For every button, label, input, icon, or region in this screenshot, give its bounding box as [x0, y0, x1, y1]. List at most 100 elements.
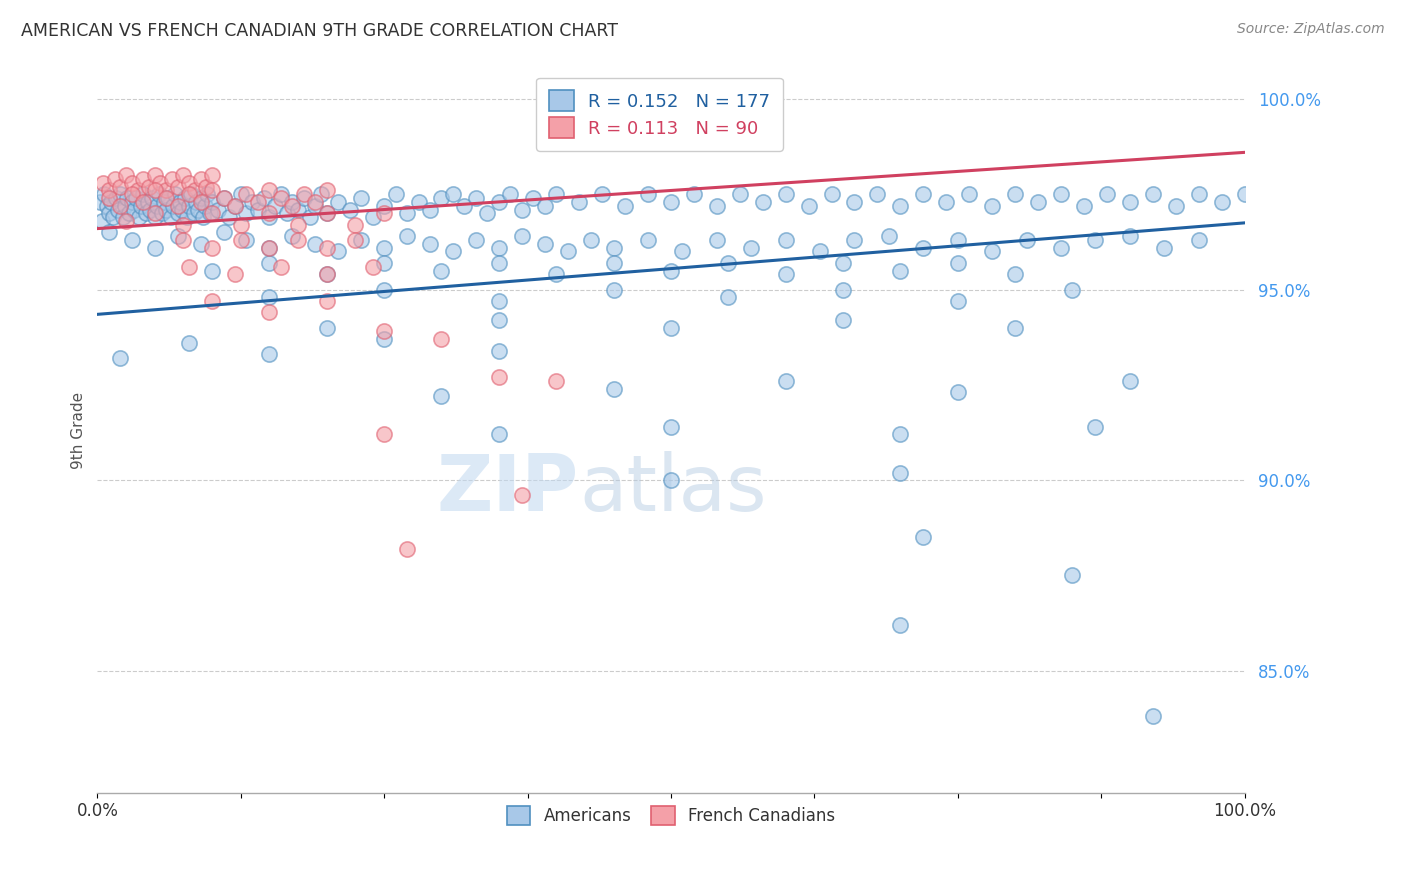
- Point: [138, 179, 160, 194]
- Text: ZIP: ZIP: [437, 450, 579, 526]
- Point: [207, 202, 229, 217]
- Point: [93, 187, 115, 202]
- Point: [350, 233, 373, 247]
- Point: [441, 244, 464, 259]
- Point: [706, 199, 728, 213]
- Point: [396, 229, 419, 244]
- Point: [1188, 187, 1211, 202]
- Point: [877, 229, 900, 244]
- Point: [430, 191, 453, 205]
- Point: [546, 374, 568, 388]
- Point: [488, 313, 510, 327]
- Point: [176, 210, 198, 224]
- Point: [110, 179, 132, 194]
- Point: [568, 194, 591, 209]
- Point: [259, 305, 281, 319]
- Point: [373, 283, 395, 297]
- Point: [889, 618, 911, 632]
- Point: [717, 256, 740, 270]
- Point: [602, 382, 624, 396]
- Point: [139, 202, 162, 217]
- Point: [184, 184, 207, 198]
- Point: [912, 530, 935, 544]
- Point: [115, 191, 138, 205]
- Point: [614, 199, 637, 213]
- Point: [179, 199, 201, 213]
- Point: [259, 206, 281, 220]
- Point: [315, 206, 337, 220]
- Point: [143, 168, 166, 182]
- Point: [143, 184, 166, 198]
- Point: [637, 233, 659, 247]
- Point: [166, 229, 188, 244]
- Point: [1164, 199, 1187, 213]
- Point: [259, 347, 281, 361]
- Point: [235, 206, 257, 220]
- Point: [240, 194, 263, 209]
- Point: [373, 241, 395, 255]
- Point: [832, 283, 855, 297]
- Point: [683, 187, 706, 202]
- Point: [179, 187, 201, 202]
- Point: [775, 187, 797, 202]
- Point: [659, 419, 682, 434]
- Point: [1015, 233, 1038, 247]
- Point: [115, 214, 138, 228]
- Point: [259, 290, 281, 304]
- Point: [179, 176, 201, 190]
- Point: [197, 187, 219, 202]
- Point: [1119, 374, 1142, 388]
- Point: [373, 206, 395, 220]
- Point: [179, 335, 201, 350]
- Point: [373, 427, 395, 442]
- Point: [889, 263, 911, 277]
- Point: [1142, 187, 1164, 202]
- Point: [224, 268, 246, 282]
- Point: [110, 199, 132, 213]
- Point: [259, 241, 281, 255]
- Text: atlas: atlas: [579, 450, 766, 526]
- Point: [212, 191, 235, 205]
- Point: [132, 187, 155, 202]
- Point: [132, 172, 155, 186]
- Point: [659, 263, 682, 277]
- Point: [155, 184, 177, 198]
- Point: [259, 241, 281, 255]
- Point: [1004, 268, 1026, 282]
- Point: [1095, 187, 1118, 202]
- Point: [373, 256, 395, 270]
- Point: [339, 202, 361, 217]
- Point: [637, 187, 659, 202]
- Point: [195, 179, 218, 194]
- Point: [419, 236, 441, 251]
- Point: [384, 187, 406, 202]
- Point: [1073, 199, 1095, 213]
- Point: [165, 187, 187, 202]
- Point: [328, 244, 350, 259]
- Text: AMERICAN VS FRENCH CANADIAN 9TH GRADE CORRELATION CHART: AMERICAN VS FRENCH CANADIAN 9TH GRADE CO…: [21, 22, 619, 40]
- Point: [183, 206, 205, 220]
- Point: [155, 202, 177, 217]
- Point: [740, 241, 762, 255]
- Point: [591, 187, 613, 202]
- Point: [114, 199, 136, 213]
- Y-axis label: 9th Grade: 9th Grade: [72, 392, 86, 469]
- Point: [148, 187, 170, 202]
- Point: [797, 199, 820, 213]
- Point: [1211, 194, 1233, 209]
- Point: [453, 199, 475, 213]
- Point: [276, 206, 298, 220]
- Point: [97, 226, 120, 240]
- Point: [1153, 241, 1175, 255]
- Point: [110, 351, 132, 366]
- Point: [201, 168, 224, 182]
- Point: [1004, 187, 1026, 202]
- Point: [946, 233, 969, 247]
- Point: [190, 191, 212, 205]
- Point: [91, 176, 114, 190]
- Point: [253, 191, 276, 205]
- Point: [304, 194, 326, 209]
- Point: [201, 194, 224, 209]
- Point: [107, 202, 129, 217]
- Point: [430, 263, 453, 277]
